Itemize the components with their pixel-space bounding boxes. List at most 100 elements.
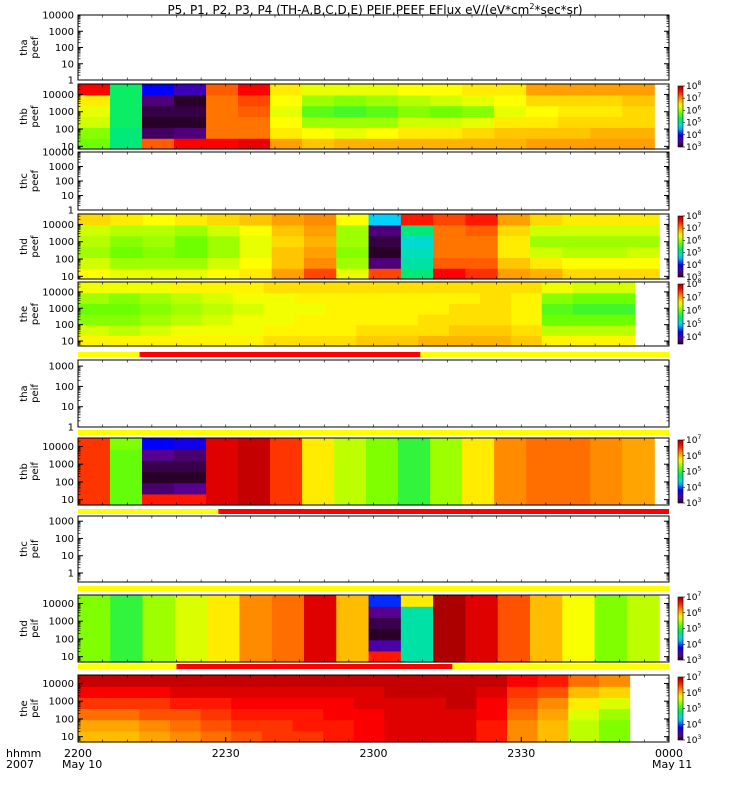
spectrogram-cell <box>323 697 355 710</box>
panel-label-product: peef <box>30 105 41 128</box>
spectrogram-cell <box>526 94 559 107</box>
spectrogram-cell <box>400 257 434 269</box>
spectrogram-cell <box>174 127 207 139</box>
spectrogram-cell <box>108 686 140 698</box>
spectrogram-cell <box>445 719 477 732</box>
spectrogram-cell <box>206 449 239 461</box>
spectrogram-cell <box>476 675 508 687</box>
spectrogram-cell <box>562 214 596 226</box>
spectrogram-cell <box>270 493 303 506</box>
y-tick-label: 10000 <box>42 442 74 453</box>
spectrogram-cell <box>622 138 655 150</box>
spectrogram-cell <box>400 214 434 226</box>
spectrogram-cell <box>142 257 176 269</box>
spectrogram-cell <box>294 292 326 304</box>
spectrogram-cell <box>271 257 305 269</box>
spectrogram-cell <box>174 257 208 269</box>
panel-tha-peef: 1 10 100 1000 10000 tha peef <box>19 11 670 87</box>
spectrogram-cell <box>558 84 591 96</box>
spectrogram-cell <box>368 650 402 663</box>
spectrogram-cell <box>207 257 241 269</box>
y-tick-label: 100 <box>55 255 74 266</box>
spectrogram-cell <box>292 719 324 732</box>
spectrogram-cell <box>603 282 636 294</box>
spectrogram-cell <box>110 116 143 128</box>
spectrogram-cell <box>238 84 271 96</box>
spectrogram-cell <box>232 335 265 347</box>
spectrogram-cell <box>476 686 508 698</box>
spectrogram-cell <box>336 617 370 630</box>
spectrogram-cell <box>302 493 335 506</box>
spectrogram-cell <box>526 138 559 150</box>
spectrogram-cell <box>238 105 271 118</box>
spectrogram-cell <box>174 628 208 641</box>
spectrogram-cell <box>239 606 273 618</box>
spectrogram-cell <box>356 292 388 304</box>
spectrogram-cell <box>174 650 208 663</box>
spectrogram-cell <box>78 438 111 450</box>
spectrogram-cell <box>78 268 111 280</box>
panel-label-product: peif <box>30 384 41 403</box>
colorbar-tick-label: 106 <box>686 305 701 317</box>
spectrogram-cell <box>590 438 623 450</box>
spectrogram-cell <box>433 650 467 663</box>
spectrogram-cell <box>590 116 623 128</box>
spectrogram-cell <box>206 116 239 128</box>
spectrogram-cell <box>356 335 388 347</box>
spectrogram-cell <box>206 94 239 107</box>
y-tick-label: 1 <box>68 423 74 434</box>
spectrogram-cell <box>142 650 176 663</box>
spectrogram-cell <box>598 708 631 721</box>
spectrogram-cell <box>603 324 636 336</box>
spectrogram-cell <box>568 730 600 743</box>
spectrogram-cell <box>462 449 495 461</box>
spectrogram-cell <box>462 438 495 450</box>
spectrogram-cell <box>398 94 431 107</box>
spectrogram-cell <box>433 595 467 607</box>
spectrogram-cell <box>568 697 600 710</box>
spectrogram-cell <box>465 628 499 641</box>
colorbar-the-peef <box>677 283 684 345</box>
spectrogram-cell <box>418 314 450 326</box>
time-tick-label: 0000 <box>655 747 683 760</box>
spectrogram-cell <box>325 303 357 315</box>
spectrogram-cell <box>626 595 660 607</box>
spectrogram-cell <box>626 214 660 226</box>
spectrogram-cell <box>541 303 574 315</box>
spectrogram-cell <box>541 314 574 326</box>
mode-bar-segment <box>176 664 453 669</box>
spectrogram-cell <box>139 675 171 687</box>
time-axis-label-hhmm: hhmm <box>6 747 42 760</box>
spectrogram-cell <box>207 214 241 226</box>
spectrogram-cell <box>366 94 399 107</box>
spectrogram-cell <box>270 94 303 107</box>
spectrogram-cell <box>479 314 512 326</box>
spectrogram-cell <box>562 268 596 280</box>
spectrogram-cell <box>78 628 111 641</box>
spectrogram-cell <box>465 214 499 226</box>
colorbar-tick-label: 104 <box>686 718 701 730</box>
spectrogram-cell <box>568 686 600 698</box>
spectrogram-cell <box>142 138 175 150</box>
panel-thd-peif: 103 104 105 106 107 10 100 1000 10000 thd peif <box>19 591 701 666</box>
colorbar-thb-peif <box>677 439 684 504</box>
spectrogram-cell <box>142 246 176 258</box>
colorbar-tick-label: 108 <box>686 210 701 222</box>
y-tick-label: 10 <box>61 551 74 562</box>
spectrogram-cell <box>622 471 655 484</box>
spectrogram-cell <box>325 314 357 326</box>
y-tick-label: 10 <box>61 59 74 70</box>
spectrogram-cell <box>558 471 591 484</box>
spectrogram-cell <box>169 719 202 732</box>
spectrogram-cell <box>526 116 559 128</box>
spectrogram-cell <box>526 449 559 461</box>
spectrogram-cell <box>526 127 559 139</box>
spectrogram-cell <box>594 606 628 618</box>
spectrogram-cell <box>465 246 499 258</box>
spectrogram-cell <box>400 639 434 652</box>
spectrogram-cell <box>353 686 386 698</box>
spectrogram-cell <box>558 94 591 107</box>
spectrogram-cell <box>626 235 660 248</box>
spectrogram-cell <box>400 650 434 663</box>
